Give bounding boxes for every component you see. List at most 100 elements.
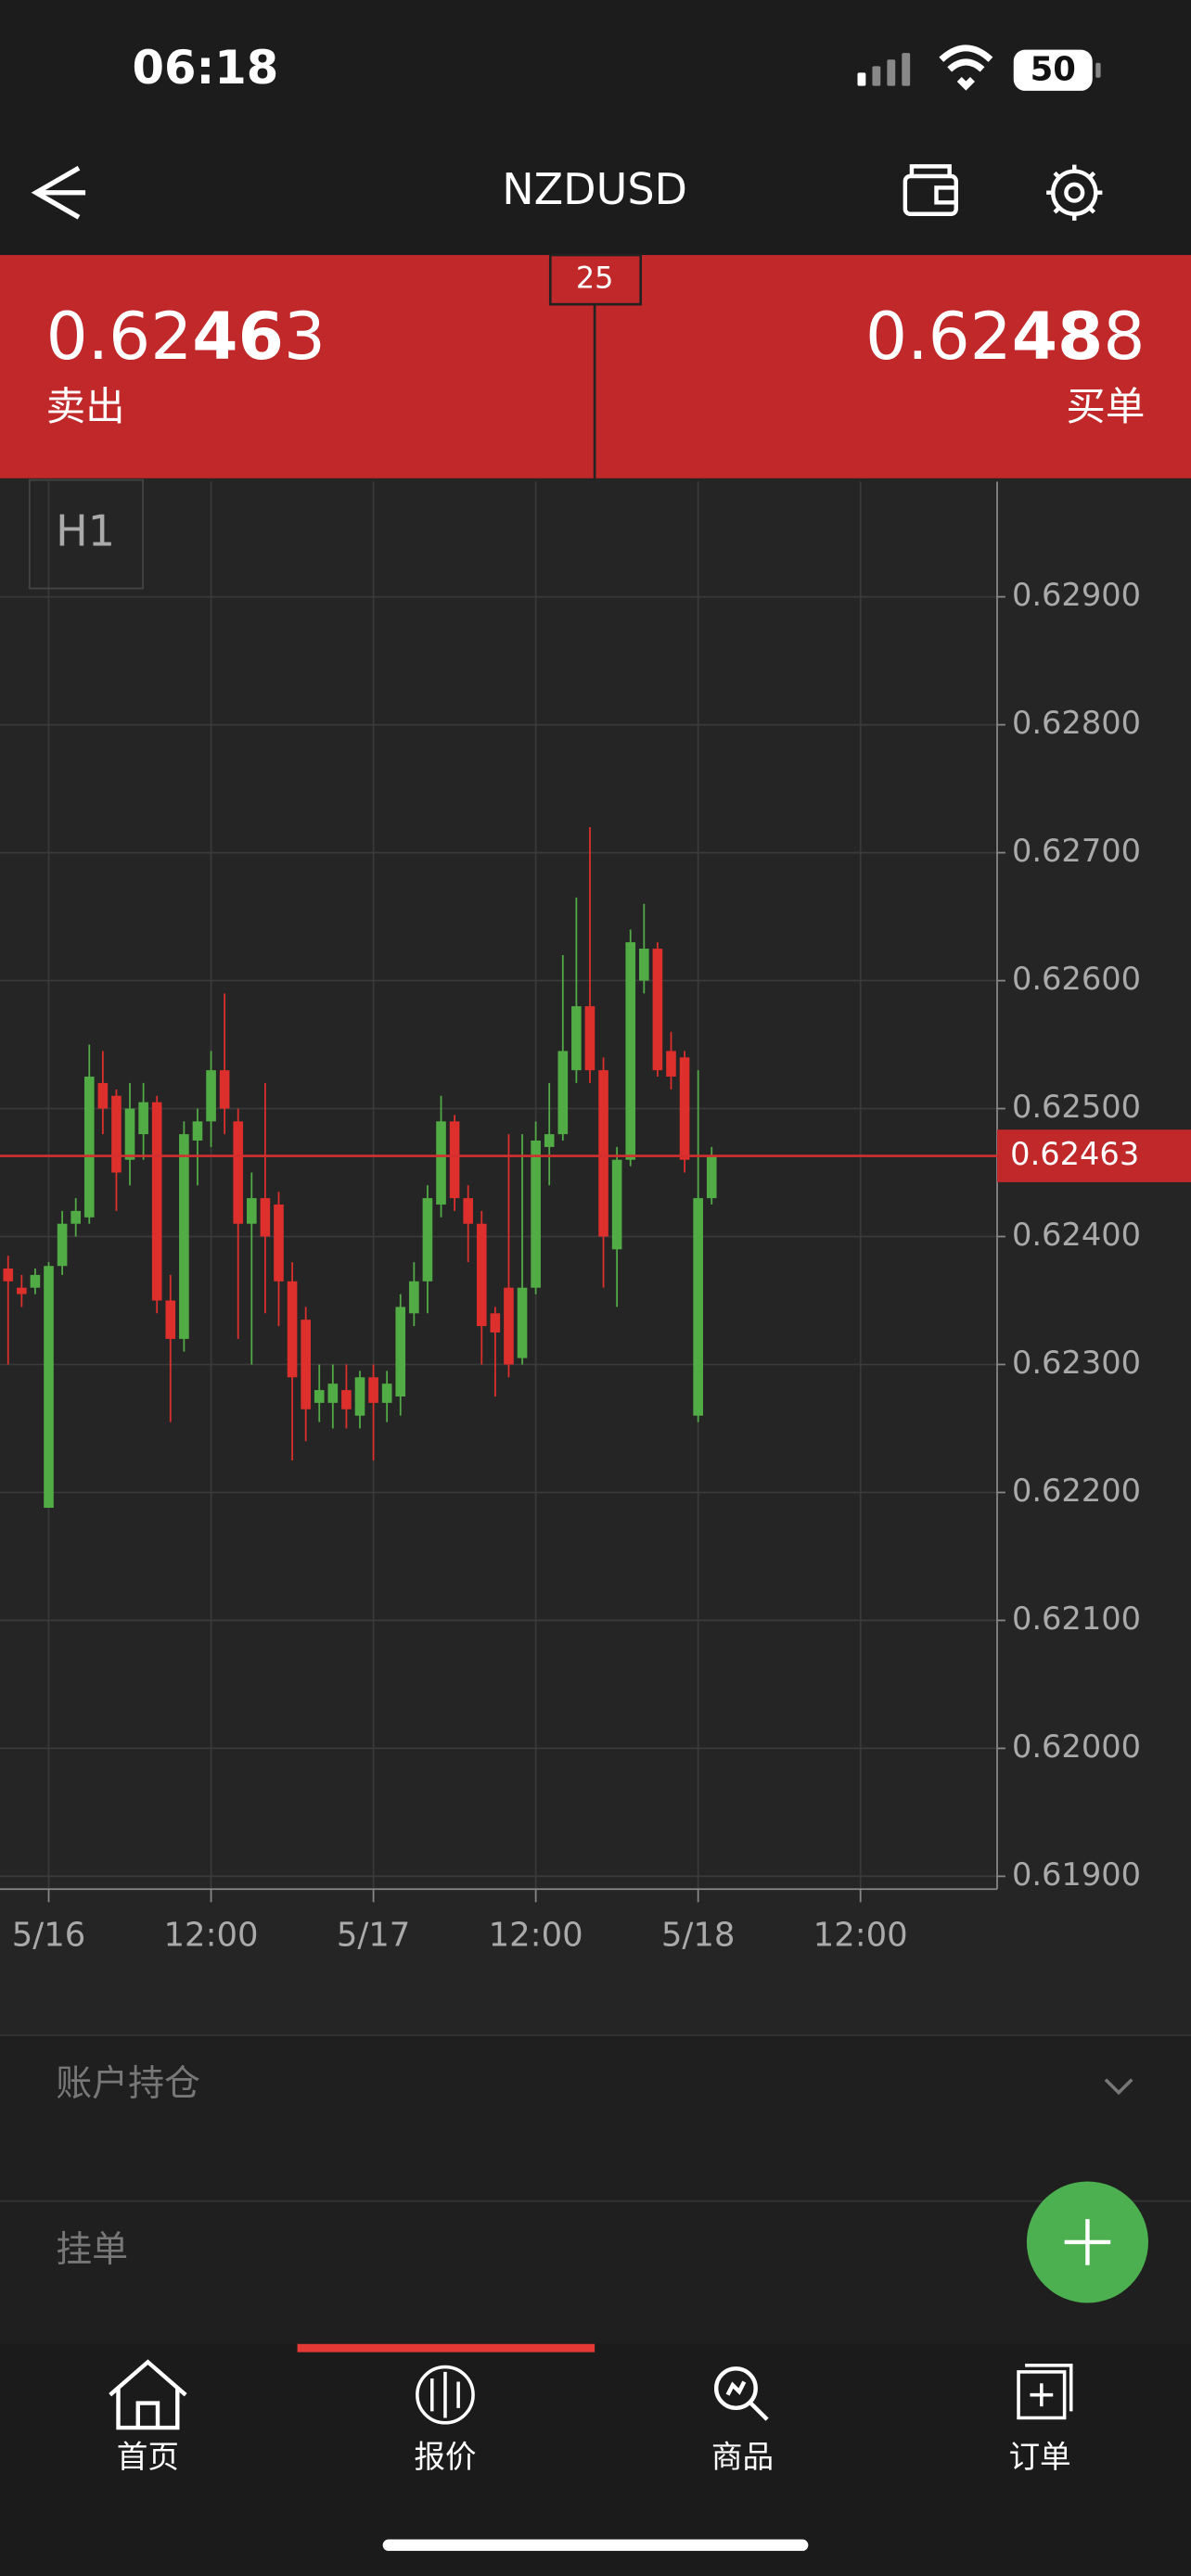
price-part: 0.62 xyxy=(865,298,1012,375)
candle-body xyxy=(531,1141,541,1288)
x-tick-label: 5/18 xyxy=(661,1917,736,1955)
y-tick-label: 0.62700 xyxy=(1012,833,1141,869)
timeframe-box[interactable] xyxy=(28,478,144,590)
signal-icon xyxy=(857,53,911,86)
candle-body xyxy=(395,1307,406,1396)
candle-body xyxy=(422,1198,433,1282)
candle-body xyxy=(124,1108,135,1160)
order-icon[interactable] xyxy=(1017,2364,1073,2420)
header-title: NZDUSD xyxy=(502,164,687,214)
sections xyxy=(0,2034,1191,2344)
candle-body xyxy=(138,1102,148,1135)
candle-body xyxy=(544,1134,555,1147)
candle-body xyxy=(490,1313,501,1333)
candle-body xyxy=(625,942,636,1160)
candle-body xyxy=(3,1268,14,1282)
candle-body xyxy=(652,949,663,1071)
candle-body xyxy=(97,1082,109,1109)
back-button[interactable] xyxy=(31,165,86,220)
chart-background xyxy=(0,478,1191,2035)
x-tick-label: 5/16 xyxy=(12,1917,86,1955)
candle-body xyxy=(70,1210,81,1224)
candle-body xyxy=(368,1377,378,1403)
candle-body xyxy=(517,1287,528,1358)
price-part: 46 xyxy=(192,298,284,375)
candle-body xyxy=(287,1281,298,1378)
current-price-label: 0.62463 xyxy=(1010,1136,1139,1172)
y-tick-label: 0.62200 xyxy=(1012,1473,1141,1509)
candle-body xyxy=(179,1134,189,1339)
expand-icon[interactable] xyxy=(1104,2078,1133,2096)
battery-level: 50 xyxy=(1031,51,1076,89)
candle-body xyxy=(409,1281,419,1314)
battery-icon xyxy=(1013,49,1093,91)
status-time: 06:18 xyxy=(132,41,278,95)
y-tick-label: 0.62800 xyxy=(1012,705,1141,741)
y-tick-label: 0.62300 xyxy=(1012,1345,1141,1381)
nav-label: 商品 xyxy=(711,2439,774,2475)
y-tick-label: 0.62900 xyxy=(1012,577,1141,613)
candle-body xyxy=(504,1287,514,1365)
top-bar xyxy=(0,0,1191,256)
candle-body xyxy=(83,1077,95,1218)
sell-price[interactable]: 0.62463 xyxy=(46,298,326,375)
candle-body xyxy=(206,1070,216,1122)
candle-body xyxy=(449,1121,460,1199)
home-indicator xyxy=(382,2539,809,2551)
candle-body xyxy=(693,1198,703,1416)
candle-body xyxy=(679,1057,690,1160)
nav-labels: 首页 报价 商品 订单 xyxy=(117,2439,1071,2475)
buy-price[interactable]: 0.62488 xyxy=(865,298,1145,375)
home-icon[interactable] xyxy=(109,2359,187,2430)
chart: 0.62900 0.62800 0.62700 0.62600 0.62500 0.624… xyxy=(0,481,1191,1955)
current-price-tag xyxy=(997,1129,1191,1182)
nav-label: 首页 xyxy=(117,2439,179,2475)
spread-box xyxy=(548,253,643,306)
price-part: 0.62 xyxy=(46,298,193,375)
positions-section[interactable]: 账户持仓 xyxy=(56,2063,200,2105)
y-tick-label: 0.62600 xyxy=(1012,961,1141,997)
battery-tip xyxy=(1095,62,1101,78)
candle-body xyxy=(57,1223,68,1267)
candle-body xyxy=(233,1121,244,1224)
x-tick-label: 12:00 xyxy=(813,1917,908,1955)
candle-body xyxy=(381,1384,392,1403)
candle-body xyxy=(301,1320,311,1409)
y-tick-label: 0.62500 xyxy=(1012,1089,1141,1125)
price-part: 3 xyxy=(284,298,326,375)
wallet-button[interactable] xyxy=(903,164,958,216)
candle-body xyxy=(638,949,649,981)
candle-body xyxy=(192,1121,203,1141)
spread: 25 xyxy=(576,261,614,296)
nav-label: 报价 xyxy=(414,2439,476,2475)
candle-body xyxy=(476,1223,487,1327)
candle-body xyxy=(260,1198,271,1237)
y-tick-label: 0.62400 xyxy=(1012,1217,1141,1253)
y-tick-label: 0.61900 xyxy=(1012,1856,1141,1893)
candle-body xyxy=(611,1159,622,1250)
x-tick-label: 12:00 xyxy=(164,1917,259,1955)
sell-label: 卖出 xyxy=(46,385,125,430)
candle-body xyxy=(557,1051,569,1135)
candle-body xyxy=(706,1155,717,1199)
price-part: 8 xyxy=(1103,298,1145,375)
y-tick-label: 0.62100 xyxy=(1012,1600,1141,1637)
candle-body xyxy=(274,1205,284,1282)
pending-section[interactable]: 挂单 xyxy=(56,2229,128,2271)
product-icon[interactable] xyxy=(713,2366,769,2421)
candle-body xyxy=(246,1198,257,1224)
candle-body xyxy=(165,1300,176,1339)
candle-body xyxy=(341,1390,352,1409)
candle-body xyxy=(666,1051,676,1078)
candle-body xyxy=(598,1070,608,1237)
candle-body xyxy=(463,1198,474,1224)
candle-body xyxy=(314,1390,325,1403)
quote-icon[interactable] xyxy=(416,2365,475,2425)
x-tick-label: 5/17 xyxy=(337,1917,411,1955)
candle-body xyxy=(571,1006,582,1071)
add-icon xyxy=(1064,2219,1111,2265)
candle-body xyxy=(436,1121,446,1205)
settings-button[interactable] xyxy=(1046,164,1103,221)
